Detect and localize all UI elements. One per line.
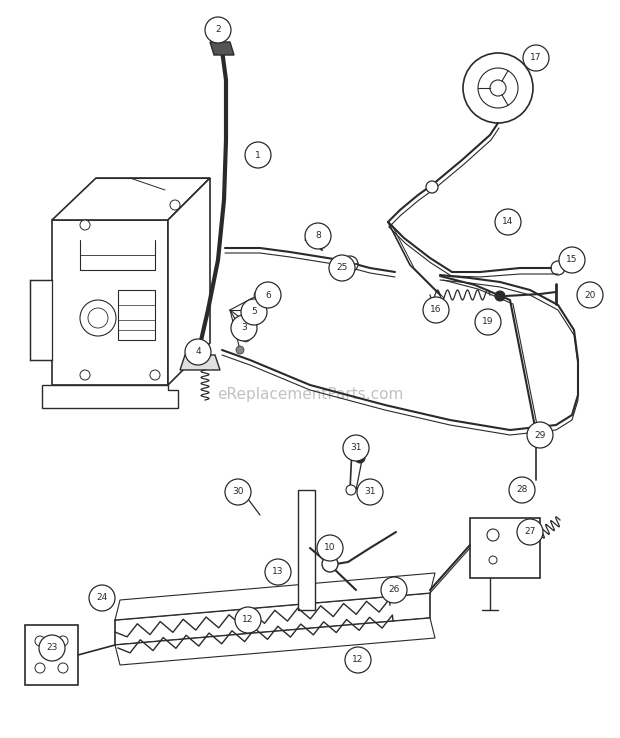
Circle shape	[495, 291, 505, 301]
Circle shape	[185, 339, 211, 365]
Circle shape	[251, 306, 259, 314]
Circle shape	[517, 519, 543, 545]
Circle shape	[225, 479, 251, 505]
Polygon shape	[52, 178, 210, 220]
Polygon shape	[118, 290, 155, 340]
Circle shape	[245, 142, 271, 168]
Circle shape	[577, 282, 603, 308]
Circle shape	[475, 309, 501, 335]
Circle shape	[357, 479, 383, 505]
Circle shape	[342, 256, 358, 272]
Text: 28: 28	[516, 486, 528, 494]
Text: 12: 12	[242, 615, 254, 624]
Circle shape	[170, 200, 180, 210]
Circle shape	[236, 346, 244, 354]
Polygon shape	[180, 355, 220, 370]
Circle shape	[355, 453, 365, 463]
Polygon shape	[25, 625, 78, 685]
Circle shape	[80, 370, 90, 380]
Circle shape	[80, 220, 90, 230]
Text: 24: 24	[96, 593, 108, 602]
Text: 1: 1	[255, 151, 261, 159]
Polygon shape	[115, 593, 430, 645]
Circle shape	[242, 334, 250, 342]
Circle shape	[305, 223, 331, 249]
Text: 3: 3	[241, 323, 247, 333]
Text: 6: 6	[265, 291, 271, 300]
Circle shape	[343, 435, 369, 461]
Text: 19: 19	[482, 317, 494, 326]
Circle shape	[523, 45, 549, 71]
Circle shape	[423, 297, 449, 323]
Circle shape	[255, 282, 281, 308]
Text: 23: 23	[46, 644, 58, 652]
Polygon shape	[168, 178, 210, 385]
Text: 27: 27	[525, 528, 536, 537]
Circle shape	[241, 299, 267, 325]
Text: 30: 30	[232, 488, 244, 497]
Polygon shape	[42, 385, 178, 408]
Text: 31: 31	[350, 444, 361, 452]
Text: 31: 31	[365, 488, 376, 497]
Circle shape	[265, 559, 291, 585]
Circle shape	[231, 315, 257, 341]
Circle shape	[317, 535, 343, 561]
Polygon shape	[52, 220, 168, 385]
Polygon shape	[298, 490, 315, 610]
Circle shape	[551, 261, 565, 275]
Text: 5: 5	[251, 308, 257, 317]
Circle shape	[89, 585, 115, 611]
Text: 15: 15	[566, 255, 578, 264]
Text: 25: 25	[336, 263, 348, 272]
Text: 13: 13	[272, 568, 284, 576]
Circle shape	[529, 425, 543, 439]
Text: 4: 4	[195, 348, 201, 356]
Circle shape	[426, 181, 438, 193]
Text: 29: 29	[534, 430, 546, 440]
Text: 17: 17	[530, 53, 542, 63]
Polygon shape	[210, 42, 234, 55]
Circle shape	[39, 635, 65, 661]
Circle shape	[345, 647, 371, 673]
Polygon shape	[115, 573, 435, 620]
Circle shape	[381, 577, 407, 603]
Text: 16: 16	[430, 306, 441, 314]
Circle shape	[490, 80, 506, 96]
Text: 12: 12	[352, 655, 364, 664]
Text: eReplacementParts.com: eReplacementParts.com	[217, 387, 403, 402]
Text: 8: 8	[315, 232, 321, 241]
Polygon shape	[115, 618, 435, 665]
Circle shape	[495, 209, 521, 235]
Circle shape	[527, 422, 553, 448]
Text: 26: 26	[388, 585, 400, 595]
Circle shape	[237, 486, 249, 498]
Circle shape	[150, 370, 160, 380]
Text: 20: 20	[584, 291, 596, 300]
Circle shape	[254, 291, 262, 299]
Polygon shape	[470, 518, 540, 578]
Circle shape	[235, 607, 261, 633]
Text: 10: 10	[324, 543, 336, 553]
Circle shape	[509, 477, 535, 503]
Text: 14: 14	[502, 218, 514, 227]
Text: 2: 2	[215, 26, 221, 35]
Circle shape	[322, 556, 338, 572]
Circle shape	[346, 443, 356, 453]
Circle shape	[246, 321, 254, 329]
Circle shape	[329, 255, 355, 281]
Circle shape	[205, 17, 231, 43]
Polygon shape	[30, 280, 52, 360]
Circle shape	[559, 247, 585, 273]
Circle shape	[346, 485, 356, 495]
